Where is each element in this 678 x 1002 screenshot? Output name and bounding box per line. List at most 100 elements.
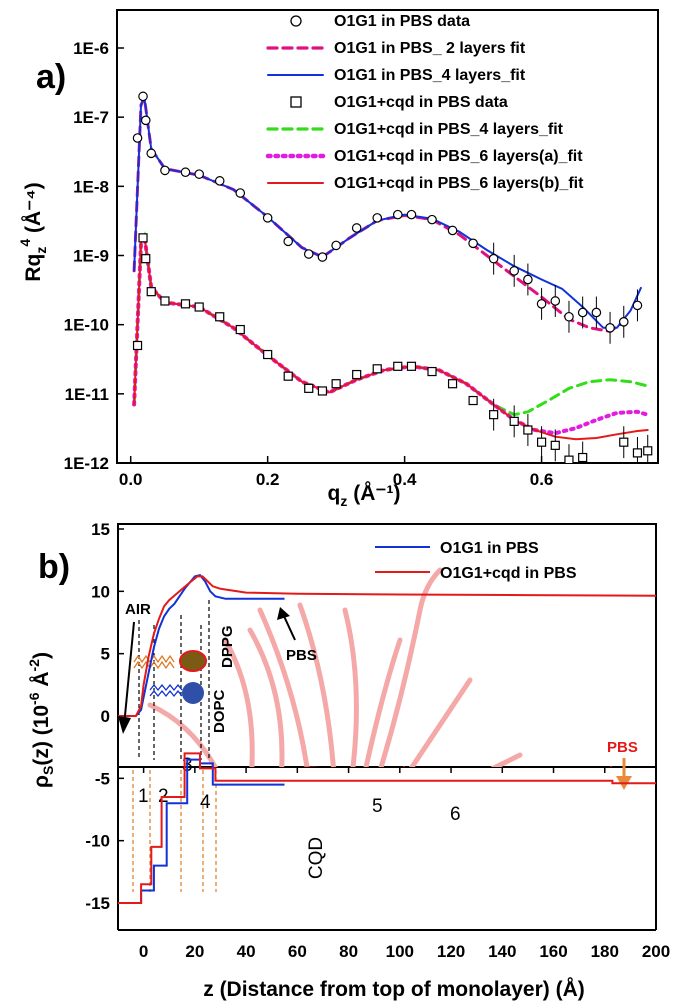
data-point bbox=[132, 340, 143, 351]
data-point bbox=[488, 253, 499, 264]
data-point bbox=[632, 448, 643, 458]
legend-marker bbox=[290, 96, 302, 108]
data-point bbox=[138, 91, 148, 102]
pbs-label-bottom: PBS bbox=[607, 739, 638, 756]
data-point bbox=[146, 287, 156, 297]
x-tick-label: 80 bbox=[339, 942, 358, 961]
data-point bbox=[235, 324, 245, 335]
x-tick-label: 20 bbox=[185, 942, 204, 961]
panel-b-legend: O1G1 in PBS O1G1+cqd in PBS bbox=[375, 540, 577, 582]
cqd-ligand bbox=[378, 567, 443, 767]
data-point bbox=[447, 379, 458, 389]
legend-label: O1G1+cqd in PBS_6 layers(a)_fit bbox=[334, 148, 583, 165]
lipid-tail-icon bbox=[149, 683, 183, 692]
cqd-ligand bbox=[297, 602, 336, 767]
dopc-label: DOPC bbox=[211, 689, 228, 733]
data-point bbox=[140, 115, 151, 126]
x-tick-label: 0.2 bbox=[256, 470, 280, 489]
layer-label-4: 4 bbox=[200, 792, 211, 813]
y-tick-label: 1E-7 bbox=[73, 108, 109, 127]
lipid-tail-icon bbox=[149, 689, 183, 698]
data-point bbox=[523, 425, 533, 435]
data-point bbox=[351, 223, 362, 233]
layer-label-6: 6 bbox=[450, 804, 461, 825]
x-tick-label: 60 bbox=[288, 942, 307, 961]
legend-label: O1G1 in PBS data bbox=[334, 13, 470, 30]
layer-label-5: 5 bbox=[372, 796, 383, 817]
legend-entry: O1G1 in PBS_ 2 layers fit bbox=[266, 40, 526, 57]
data-point bbox=[180, 299, 191, 309]
data-point bbox=[331, 379, 341, 389]
x-tick-label: 160 bbox=[539, 942, 567, 961]
data-point bbox=[468, 238, 478, 249]
data-point bbox=[160, 296, 170, 306]
panel-a-frame bbox=[116, 9, 659, 464]
sld-profile-line bbox=[118, 575, 656, 717]
pbs-arrow-head bbox=[277, 607, 290, 620]
data-point bbox=[427, 366, 437, 377]
data-point bbox=[618, 317, 629, 327]
panel-a: a) 0.0 0.2 0.4 0.6 1E-12 1E-11 1E-10 1E-9 1E-8 1E… bbox=[17, 9, 659, 509]
lipid-cartoons bbox=[133, 650, 207, 704]
data-point bbox=[138, 233, 148, 243]
data-point bbox=[427, 214, 437, 225]
dopc-headgroup-icon bbox=[182, 682, 204, 704]
cqd-ligand bbox=[342, 607, 359, 767]
x-tick-label: 0 bbox=[139, 942, 148, 961]
data-point bbox=[523, 274, 533, 285]
x-tick-label: 100 bbox=[386, 942, 414, 961]
panel-a-series bbox=[132, 91, 653, 463]
lipid-tail-icon bbox=[133, 660, 175, 670]
cqd-ligand bbox=[490, 752, 523, 767]
y-tick-label: -10 bbox=[85, 832, 110, 851]
data-point bbox=[536, 299, 547, 309]
layer-profile-line bbox=[118, 758, 285, 904]
panel-a-x-axis-label: qz (Å⁻¹) bbox=[328, 481, 401, 509]
legend-marker bbox=[290, 15, 302, 27]
y-tick-label: 1E-9 bbox=[73, 247, 109, 266]
x-tick-label: 180 bbox=[591, 942, 619, 961]
panel-b-frame bbox=[117, 523, 657, 768]
legend-entry: O1G1+cqd in PBS data bbox=[290, 94, 508, 111]
data-point bbox=[605, 323, 615, 333]
panel-b: b) 0 20 40 60 80 100 120 140 160 180 200 -15 -10 -5 0 5 bbox=[26, 520, 670, 1001]
cqd-ligand bbox=[222, 637, 255, 767]
data-point bbox=[352, 369, 362, 380]
data-point bbox=[393, 361, 403, 371]
data-point bbox=[194, 302, 204, 312]
panel-b-y-axis-label: ρS(z) (10-6 Å-2) bbox=[26, 652, 56, 788]
fit-line bbox=[133, 232, 649, 441]
data-point bbox=[283, 371, 293, 381]
legend-entry: O1G1 in PBS bbox=[375, 540, 539, 557]
cqd-ligand bbox=[410, 830, 520, 840]
fit-line bbox=[132, 231, 650, 417]
air-arrow-head bbox=[118, 716, 131, 734]
legend-label: O1G1+cqd in PBS_6 layers(b)_fit bbox=[334, 175, 584, 192]
sld-profile-line bbox=[118, 573, 285, 717]
data-point bbox=[263, 349, 273, 360]
data-point bbox=[591, 307, 602, 318]
data-point bbox=[577, 307, 588, 318]
data-point bbox=[146, 148, 157, 159]
legend-label: O1G1+cqd in PBS bbox=[440, 565, 577, 582]
layer-boundaries bbox=[132, 600, 217, 892]
layer-label-1: 1 bbox=[138, 786, 149, 807]
data-point bbox=[564, 455, 574, 463]
x-tick-label: 0.6 bbox=[530, 470, 554, 489]
legend-entry: O1G1 in PBS data bbox=[290, 13, 470, 30]
x-tick-label: 40 bbox=[237, 942, 256, 961]
data-point bbox=[392, 209, 403, 220]
data-point bbox=[141, 254, 151, 264]
panel-b-x-axis-label: z (Distance from top of monolayer) (Å) bbox=[203, 977, 585, 1001]
data-point bbox=[194, 169, 204, 179]
panel-a-label: a) bbox=[36, 58, 66, 96]
x-tick-label: 140 bbox=[488, 942, 516, 961]
data-point bbox=[317, 252, 328, 262]
pbs-arrow bbox=[282, 613, 296, 641]
legend-label: O1G1 in PBS_ 2 layers fit bbox=[334, 40, 526, 57]
dppg-label: DPPG bbox=[219, 625, 236, 668]
data-point bbox=[406, 209, 417, 220]
y-tick-label: 1E-11 bbox=[65, 385, 109, 404]
y-tick-label: 1E-8 bbox=[73, 177, 109, 196]
